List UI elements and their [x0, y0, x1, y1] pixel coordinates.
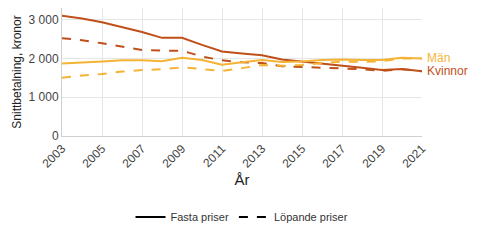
svg-text:2005: 2005 [80, 142, 109, 171]
svg-text:Män: Män [427, 51, 450, 65]
svg-text:1 000: 1 000 [29, 90, 59, 104]
svg-text:2019: 2019 [360, 142, 389, 171]
svg-text:2 000: 2 000 [29, 52, 59, 66]
svg-text:2015: 2015 [280, 142, 309, 171]
svg-text:År: År [235, 171, 250, 188]
svg-text:0: 0 [52, 129, 59, 143]
svg-text:Löpande priser: Löpande priser [274, 211, 348, 223]
svg-text:Fasta priser: Fasta priser [171, 211, 229, 223]
svg-text:Kvinnor: Kvinnor [427, 64, 468, 78]
svg-text:2021: 2021 [400, 142, 429, 171]
svg-text:Snittbetalning, kronor: Snittbetalning, kronor [10, 15, 24, 128]
svg-text:2011: 2011 [200, 142, 228, 170]
svg-text:2003: 2003 [40, 142, 69, 171]
svg-text:2013: 2013 [240, 142, 269, 171]
svg-text:3 000: 3 000 [29, 13, 59, 27]
svg-text:2017: 2017 [320, 142, 349, 171]
svg-text:2009: 2009 [160, 142, 189, 171]
svg-text:2007: 2007 [120, 142, 149, 171]
